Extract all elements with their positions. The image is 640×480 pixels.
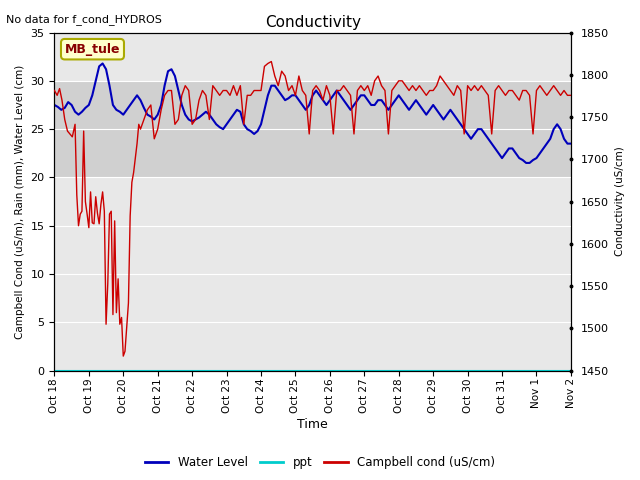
Y-axis label: Campbell Cond (uS/m), Rain (mm), Water Level (cm): Campbell Cond (uS/m), Rain (mm), Water L… [15, 64, 25, 339]
Text: No data for f_cond_HYDROS: No data for f_cond_HYDROS [6, 14, 163, 25]
Text: MB_tule: MB_tule [65, 43, 120, 56]
X-axis label: Time: Time [297, 419, 328, 432]
Y-axis label: Conductivity (uS/cm): Conductivity (uS/cm) [615, 147, 625, 256]
Title: Conductivity: Conductivity [265, 15, 361, 30]
Legend: Water Level, ppt, Campbell cond (uS/cm): Water Level, ppt, Campbell cond (uS/cm) [140, 452, 500, 474]
Bar [54, 81, 571, 178]
